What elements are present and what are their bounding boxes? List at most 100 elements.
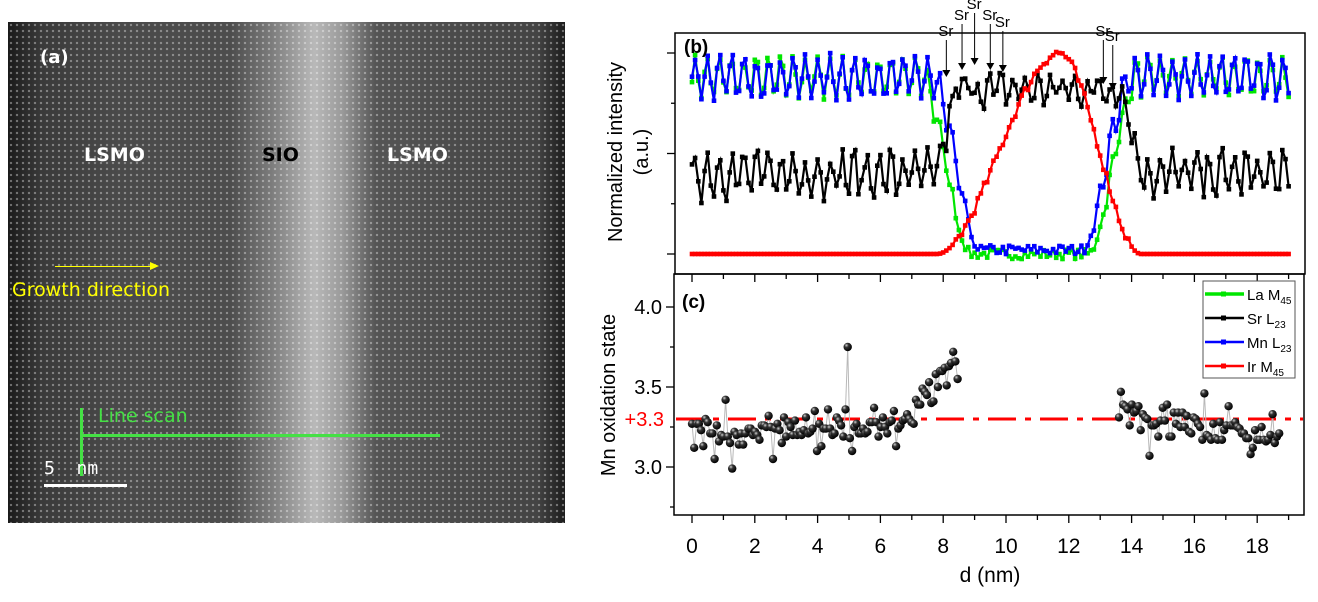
- data-point-ir-m45: [1094, 144, 1100, 149]
- data-point-mn-l23: [1264, 87, 1269, 93]
- data-point-la-m45: [931, 119, 937, 124]
- data-point-mn-l23: [918, 96, 924, 101]
- data-point-mn-l23: [768, 63, 773, 68]
- data-point-ir-m45: [887, 251, 893, 257]
- data-point-mn-l23: [718, 52, 723, 58]
- data-point-ir-m45: [699, 251, 704, 257]
- data-point-ir-m45: [1010, 117, 1015, 123]
- data-point-la-m45: [928, 88, 933, 94]
- data-point-mn-l23: [978, 243, 984, 249]
- data-point-mn-l23: [708, 80, 714, 85]
- data-point-ir-m45: [1000, 142, 1006, 148]
- data-point-ir-m45: [865, 251, 871, 257]
- data-point: [1266, 430, 1275, 440]
- data-point-mn-l23: [815, 57, 820, 62]
- data-point-mn-l23: [1182, 57, 1188, 62]
- data-point-ir-m45: [940, 250, 946, 255]
- data-point-la-m45: [962, 247, 968, 253]
- data-point-sr-l23: [749, 188, 754, 193]
- data-point-mn-l23: [1032, 243, 1037, 249]
- data-point-mn-l23: [1079, 243, 1084, 248]
- data-point-mn-l23: [1063, 249, 1068, 254]
- data-point-mn-l23: [1207, 54, 1213, 59]
- data-point-mn-l23: [1006, 243, 1012, 249]
- data-point-sr-l23: [840, 147, 845, 152]
- data-point-ir-m45: [988, 168, 993, 173]
- x-tick-label: 16: [1183, 535, 1206, 558]
- data-point: [1134, 402, 1143, 411]
- data-point-sr-l23: [724, 198, 729, 204]
- data-point-sr-l23: [890, 154, 896, 159]
- data-point-ir-m45: [708, 251, 714, 257]
- data-point: [1248, 443, 1258, 452]
- data-point-sr-l23: [944, 148, 949, 154]
- data-point-sr-l23: [714, 165, 720, 170]
- data-point-ir-m45: [1236, 251, 1241, 257]
- data-point-sr-l23: [1254, 158, 1260, 164]
- data-point: [699, 442, 708, 451]
- data-point-sr-l23: [1028, 98, 1034, 103]
- data-point-ir-m45: [1198, 251, 1203, 257]
- data-point-mn-l23: [805, 74, 811, 79]
- data-point-sr-l23: [925, 145, 930, 150]
- data-point-sr-l23: [805, 178, 811, 183]
- data-point-mn-l23: [896, 81, 902, 87]
- data-point-sr-l23: [1145, 157, 1150, 162]
- data-point-ir-m45: [1053, 49, 1059, 55]
- data-point-sr-l23: [1010, 77, 1015, 83]
- data-point-la-m45: [1025, 254, 1031, 259]
- data-point-sr-l23: [787, 179, 792, 184]
- data-point-la-m45: [1013, 254, 1018, 259]
- legend-box: [1202, 280, 1296, 379]
- data-point-mn-l23: [846, 97, 852, 102]
- data-point-mn-l23: [809, 95, 814, 101]
- x-tick-label: 2: [749, 535, 761, 558]
- growth-direction-label: Growth direction: [12, 279, 171, 301]
- data-point-sr-l23: [1173, 169, 1178, 175]
- arrow-down-icon: [958, 63, 967, 70]
- data-point: [883, 429, 892, 438]
- data-point-la-m45: [1069, 247, 1075, 253]
- data-point-sr-l23: [887, 147, 893, 153]
- data-point-sr-l23: [809, 194, 814, 199]
- data-point-la-m45: [1079, 254, 1084, 260]
- data-point: [1187, 429, 1196, 438]
- data-point-mn-l23: [947, 123, 952, 128]
- data-point-ir-m45: [733, 251, 739, 257]
- data-point-mn-l23: [1038, 245, 1043, 251]
- data-point-sr-l23: [931, 181, 937, 187]
- data-point-mn-l23: [758, 94, 764, 99]
- panel-b-x-ticks: [691, 274, 1290, 282]
- data-point-sr-l23: [711, 194, 717, 199]
- data-point-ir-m45: [711, 251, 717, 257]
- data-point-mn-l23: [890, 59, 896, 65]
- data-point-sr-l23: [843, 182, 849, 188]
- data-point-sr-l23: [859, 177, 864, 183]
- data-point-sr-l23: [1204, 155, 1210, 160]
- line-scan-path: [82, 434, 440, 437]
- data-point-ir-m45: [1079, 83, 1084, 88]
- data-point-mn-l23: [711, 98, 717, 103]
- panel-c-frame: [673, 273, 1305, 516]
- data-point-mn-l23: [834, 97, 839, 103]
- data-point: [878, 413, 888, 422]
- data-point-mn-l23: [909, 78, 915, 83]
- data-point-mn-l23: [699, 96, 704, 102]
- data-point-ir-m45: [966, 218, 971, 223]
- x-tick-label: 0: [686, 535, 698, 558]
- data-point-sr-l23: [903, 168, 908, 173]
- data-point-sr-l23: [743, 155, 748, 161]
- data-point: [1217, 435, 1227, 444]
- data-point-mn-l23: [793, 65, 798, 70]
- data-point-sr-l23: [893, 192, 899, 197]
- data-point-sr-l23: [815, 157, 820, 162]
- data-point-sr-l23: [1135, 156, 1141, 161]
- data-point-mn-l23: [1157, 53, 1163, 59]
- data-point-mn-l23: [862, 57, 867, 63]
- data-point-ir-m45: [1041, 61, 1046, 67]
- data-point-ir-m45: [1069, 59, 1075, 65]
- panel-label-b: (b): [684, 37, 708, 58]
- data-point-mn-l23: [774, 87, 780, 92]
- data-point-sr-l23: [1079, 104, 1084, 109]
- data-point-sr-l23: [733, 182, 739, 188]
